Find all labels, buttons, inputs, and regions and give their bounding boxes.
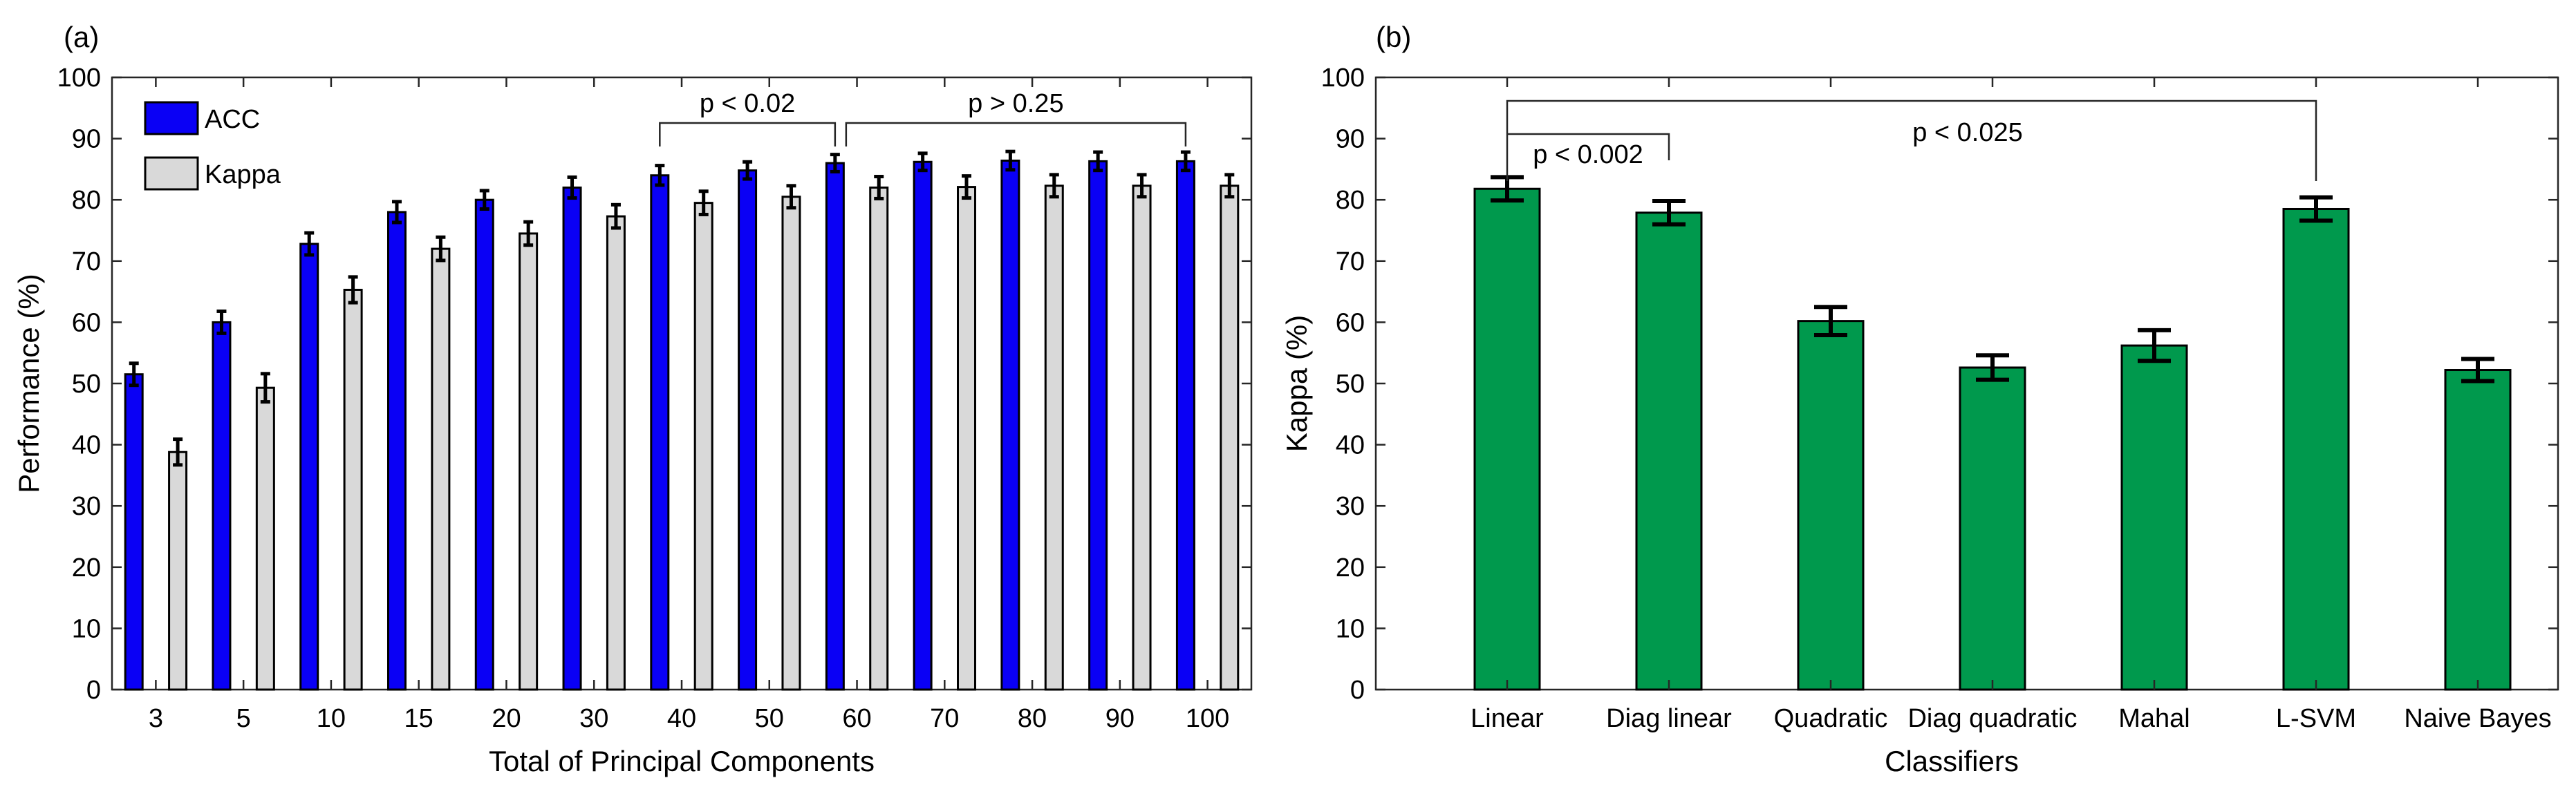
panel-a-xtick-label: 15 bbox=[404, 704, 433, 733]
panel-b-ytick-label: 0 bbox=[1350, 676, 1365, 705]
panel-b-label: (b) bbox=[1376, 21, 1411, 53]
panel-a-xtick-label: 30 bbox=[579, 704, 608, 733]
panel-b-ytick-label: 90 bbox=[1336, 125, 1365, 154]
panel-a-significance-bracket bbox=[845, 122, 1187, 146]
panel-a-xtick-label: 20 bbox=[492, 704, 521, 733]
panel-a-bar-kappa bbox=[606, 215, 626, 691]
panel-a-ytick-label: 0 bbox=[86, 676, 101, 705]
panel-a-xtick-label: 40 bbox=[667, 704, 696, 733]
panel-b-ytick-label: 20 bbox=[1336, 553, 1365, 582]
panel-a-ytick-label: 70 bbox=[72, 247, 101, 276]
panel-b-xtick-label: Mahal bbox=[2118, 704, 2190, 733]
panel-b-ytick-label: 100 bbox=[1321, 64, 1365, 93]
panel-b-significance-bracket bbox=[1507, 133, 1670, 160]
panel-a-bar-acc bbox=[738, 169, 758, 691]
panel-a-bar-acc bbox=[650, 174, 670, 691]
panel-b-ytick-label: 30 bbox=[1336, 492, 1365, 521]
panel-b-ytick-label: 70 bbox=[1336, 247, 1365, 276]
panel-b-bar bbox=[1635, 211, 1703, 691]
panel-a-bar-kappa bbox=[519, 232, 539, 691]
panel-a-ylabel: Performance (%) bbox=[12, 274, 45, 493]
panel-a-bar-acc bbox=[913, 160, 933, 691]
panel-a-bar-acc bbox=[1088, 160, 1108, 691]
panel-a-significance-label: p > 0.25 bbox=[968, 89, 1063, 118]
panel-a-legend-label: Kappa bbox=[205, 160, 281, 189]
panel-a-bar-kappa bbox=[781, 196, 801, 691]
panel-b-ytick-label: 80 bbox=[1336, 186, 1365, 215]
panel-b-bar bbox=[2282, 207, 2350, 691]
panel-a-bar-acc bbox=[1175, 160, 1195, 691]
panel-b-bar bbox=[1797, 320, 1865, 691]
panel-b-xtick-label: Quadratic bbox=[1774, 704, 1888, 733]
panel-a-bar-acc bbox=[825, 162, 845, 691]
panel-b-significance-label: p < 0.002 bbox=[1533, 140, 1643, 169]
panel-a-bar-kappa bbox=[869, 186, 889, 691]
panel-b-xlabel: Classifiers bbox=[1885, 745, 2019, 777]
panel-a-ytick-label: 100 bbox=[57, 64, 101, 93]
panel-a-bar-acc bbox=[474, 198, 494, 691]
panel-a-significance-bracket bbox=[659, 122, 837, 146]
panel-a-ytick-label: 30 bbox=[72, 492, 101, 521]
panel-a-label: (a) bbox=[64, 21, 99, 53]
panel-a-bar-acc bbox=[212, 321, 232, 691]
panel-a-bar-kappa bbox=[1220, 184, 1240, 691]
panel-b-xtick-label: Diag linear bbox=[1606, 704, 1732, 733]
panel-b-xtick-label: Linear bbox=[1471, 704, 1544, 733]
panel-a-ytick-label: 10 bbox=[72, 614, 101, 643]
panel-b-bar bbox=[1473, 187, 1541, 691]
panel-a-ytick-label: 50 bbox=[72, 370, 101, 399]
panel-a-bar-acc bbox=[387, 211, 407, 691]
panel-a-bar-kappa bbox=[1044, 184, 1064, 691]
panel-b-ytick-label: 50 bbox=[1336, 370, 1365, 399]
panel-b-ytick-label: 60 bbox=[1336, 308, 1365, 337]
panel-a-legend-swatch-kappa bbox=[144, 156, 199, 191]
panel-a-axes-box bbox=[111, 76, 1253, 691]
panel-b-bar bbox=[1959, 366, 2026, 691]
panel-a-xtick-label: 100 bbox=[1186, 704, 1229, 733]
panel-b-significance-label: p < 0.025 bbox=[1912, 118, 2023, 147]
panel-a-ytick-label: 90 bbox=[72, 125, 101, 154]
panel-a-ytick-label: 60 bbox=[72, 308, 101, 337]
panel-a-xtick-label: 10 bbox=[317, 704, 346, 733]
panel-a-ytick-label: 40 bbox=[72, 431, 101, 460]
panel-a-xtick-label: 50 bbox=[755, 704, 784, 733]
panel-b-bar bbox=[2444, 369, 2512, 691]
panel-a-bar-acc bbox=[562, 186, 582, 691]
panel-a-xtick-label: 80 bbox=[1018, 704, 1047, 733]
panel-a-legend: ACC Kappa bbox=[144, 101, 281, 191]
panel-a-bar-kappa bbox=[343, 288, 363, 691]
panel-b-xtick-label: L-SVM bbox=[2276, 704, 2356, 733]
panel-a-legend-label: ACC bbox=[205, 105, 260, 134]
panel-a-xlabel: Total of Principal Components bbox=[489, 745, 875, 777]
panel-b-ytick-label: 40 bbox=[1336, 431, 1365, 460]
panel-b-xtick-label: Naive Bayes bbox=[2404, 704, 2551, 733]
panel-a-xtick-label: 3 bbox=[149, 704, 163, 733]
panel-a-legend-swatch-acc bbox=[144, 101, 199, 135]
panel-a-bar-kappa bbox=[957, 186, 976, 691]
panel-a-bar-kappa bbox=[255, 386, 275, 691]
panel-a-bar-kappa bbox=[1132, 184, 1152, 691]
panel-a-significance-label: p < 0.02 bbox=[700, 89, 795, 118]
panel-a-ytick-label: 20 bbox=[72, 553, 101, 582]
panel-b-significance-bracket bbox=[1506, 100, 2317, 181]
panel-b-ylabel: Kappa (%) bbox=[1280, 315, 1313, 452]
panel-a-bar-kappa bbox=[168, 451, 188, 691]
panel-a-xtick-label: 90 bbox=[1105, 704, 1135, 733]
panel-b-bar bbox=[2120, 344, 2188, 691]
panel-a-ytick-label: 80 bbox=[72, 186, 101, 215]
panel-b-ytick-label: 10 bbox=[1336, 614, 1365, 643]
panel-a-bar-acc bbox=[299, 243, 319, 691]
panel-a-xtick-label: 60 bbox=[842, 704, 871, 733]
panel-b-xtick-label: Diag quadratic bbox=[1907, 704, 2077, 733]
panel-a-xtick-label: 5 bbox=[236, 704, 251, 733]
panel-a-bar-acc bbox=[1000, 159, 1020, 691]
panel-a-bar-kappa bbox=[693, 202, 713, 691]
panel-a-bar-kappa bbox=[431, 247, 451, 691]
panel-a-bar-acc bbox=[124, 373, 144, 691]
panel-a-xtick-label: 70 bbox=[930, 704, 959, 733]
